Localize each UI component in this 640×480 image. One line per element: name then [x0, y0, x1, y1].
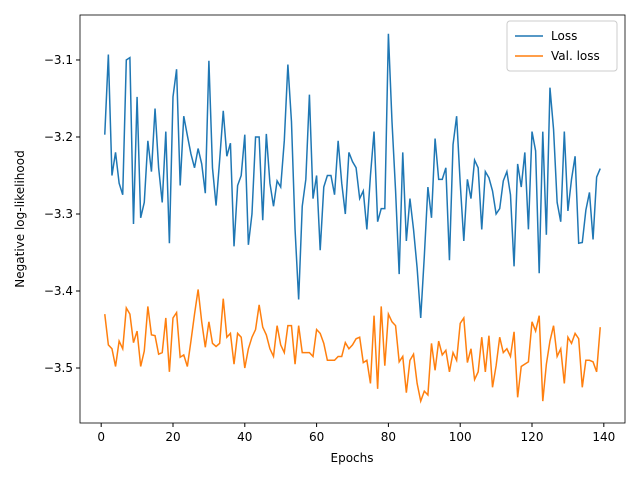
- y-tick-label: −3.1: [44, 53, 73, 67]
- plot-frame: [79, 14, 626, 424]
- x-tick-label: 120: [521, 430, 544, 444]
- line-series: [104, 33, 601, 319]
- legend: Loss Val. loss: [506, 20, 618, 72]
- x-tick-label: 80: [381, 430, 396, 444]
- y-tick-label: −3.4: [44, 284, 73, 298]
- legend-label: Val. loss: [551, 49, 600, 63]
- y-tick-label: −3.2: [44, 130, 73, 144]
- line-series: [104, 289, 601, 404]
- x-tick-label: 20: [165, 430, 180, 444]
- y-axis-label: Negative log-likelihood: [13, 150, 27, 287]
- y-tick-label: −3.3: [44, 207, 73, 221]
- x-tick-label: 140: [592, 430, 615, 444]
- legend-box: [506, 20, 618, 72]
- x-tick-label: 60: [309, 430, 324, 444]
- x-tick-label: 0: [97, 430, 105, 444]
- x-tick-label: 40: [237, 430, 252, 444]
- y-tick-label: −3.5: [44, 361, 73, 375]
- x-axis-label: Epochs: [331, 451, 374, 465]
- x-tick-label: 100: [449, 430, 472, 444]
- legend-label: Loss: [551, 29, 577, 43]
